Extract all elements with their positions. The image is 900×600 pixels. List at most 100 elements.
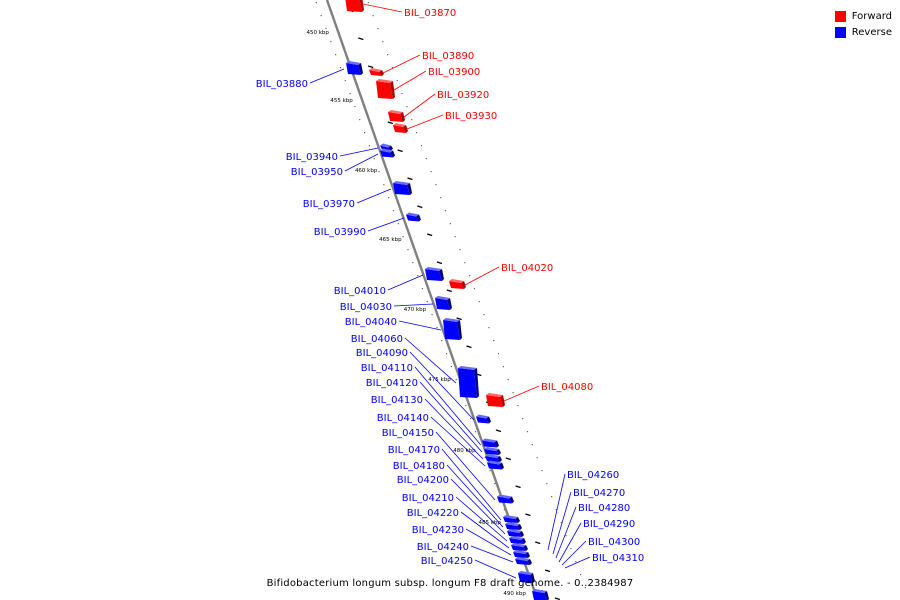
gene-top <box>435 296 450 300</box>
guide-dot <box>425 158 427 160</box>
gene-BIL_04250 <box>518 571 535 583</box>
gene-side <box>499 462 504 470</box>
gene-body <box>393 125 406 133</box>
guide-dot <box>470 418 472 420</box>
label-leader <box>362 3 403 13</box>
guide-dot <box>584 587 586 589</box>
scale-label: 470 kbp <box>404 307 427 313</box>
gene-label-bil_04310: BIL_04310 <box>592 553 644 564</box>
gene-body <box>503 517 518 523</box>
gene-BIL_04220 <box>511 543 528 551</box>
gene-body <box>532 591 547 600</box>
guide-dot <box>372 15 374 17</box>
guide-dot <box>493 340 495 342</box>
gene-BIL_04140 <box>487 460 504 470</box>
guide-dot <box>411 119 413 121</box>
gene-label-bil_04280: BIL_04280 <box>578 503 630 514</box>
gene-side <box>461 281 466 289</box>
guide-dot <box>444 210 447 212</box>
label-leader <box>367 217 405 232</box>
gene-side <box>517 524 522 530</box>
gene-top <box>505 522 520 526</box>
gene-top <box>449 279 464 283</box>
gene-label-bil_04220: BIL_04220 <box>407 508 459 519</box>
guide-dot <box>382 41 384 43</box>
guide-dot <box>401 93 403 95</box>
gene-body <box>497 496 512 504</box>
guide-dot <box>469 275 471 277</box>
gene-label-bil_04030: BIL_04030 <box>340 302 392 313</box>
label-leader <box>465 528 512 556</box>
gene-top <box>380 148 393 153</box>
gene-label-bil_04040: BIL_04040 <box>345 317 397 328</box>
gene-body <box>435 298 450 310</box>
guide-dot <box>478 301 480 303</box>
scale-tick <box>525 513 531 517</box>
scale-label: 480 kbp <box>453 448 476 454</box>
gene-BIL_04060 <box>458 366 479 398</box>
guide-dot <box>560 522 562 524</box>
gene-side <box>509 496 514 504</box>
gene-top <box>532 589 547 593</box>
gene-label-bil_04200: BIL_04200 <box>397 475 449 486</box>
gene-BIL_04110 <box>482 438 499 448</box>
guide-dot <box>407 249 409 251</box>
forward-swatch <box>834 10 846 22</box>
guide-dot <box>522 418 524 420</box>
gene-label-bil_04130: BIL_04130 <box>371 395 423 406</box>
gene-label-bil_03940: BIL_03940 <box>286 152 338 163</box>
gene-top <box>486 393 503 397</box>
gene-side <box>390 81 395 99</box>
label-leader <box>382 54 421 74</box>
gene-body <box>518 573 533 583</box>
label-leader <box>558 522 582 563</box>
gene-body <box>485 456 500 462</box>
legend: Forward Reverse <box>834 8 892 40</box>
guide-dot <box>335 54 337 56</box>
gene-body <box>376 81 393 99</box>
scale-tick <box>436 261 443 265</box>
gene-body <box>505 524 520 530</box>
guide-dot <box>575 561 577 563</box>
legend-item-reverse: Reverse <box>834 24 892 40</box>
guide-dot <box>445 353 448 355</box>
guide-dot <box>440 197 442 199</box>
gene-BIL_03920 <box>388 110 405 122</box>
gene-top <box>487 460 502 465</box>
gene-label-bil_04080: BIL_04080 <box>541 382 593 393</box>
label-leader <box>503 385 540 402</box>
scale-label: 455 kbp <box>330 98 353 104</box>
gene-top <box>509 536 524 540</box>
label-leader <box>450 478 506 535</box>
guide-dot <box>431 314 433 316</box>
guide-dot <box>436 327 438 329</box>
gene-body <box>449 281 464 289</box>
gene-body <box>507 531 522 537</box>
guide-dot <box>441 340 443 342</box>
guide-dot <box>484 457 486 459</box>
gene-top <box>497 494 512 499</box>
guide-dot <box>412 262 414 264</box>
gene-BIL_03870 <box>345 0 364 12</box>
scale-label: 450 kbp <box>307 30 330 36</box>
guide-dot <box>406 106 408 108</box>
guide-dot <box>517 405 519 407</box>
label-leader <box>555 506 577 559</box>
gene-side <box>358 63 363 75</box>
guide-dot <box>464 262 466 264</box>
guide-dot <box>377 28 379 30</box>
gene-side <box>527 559 532 565</box>
gene-side <box>400 112 405 122</box>
gene-top <box>518 571 533 575</box>
gene-side <box>379 70 384 76</box>
gene-top <box>380 143 391 148</box>
guide-dot <box>378 171 380 173</box>
gene-top <box>458 366 477 370</box>
scale-tick <box>456 317 462 321</box>
gene-top <box>393 181 410 185</box>
gene-label-bil_04060: BIL_04060 <box>351 334 403 345</box>
gene-body <box>380 150 393 158</box>
scale-tick <box>387 121 393 125</box>
label-leader <box>470 545 514 563</box>
gene-body <box>513 552 528 558</box>
